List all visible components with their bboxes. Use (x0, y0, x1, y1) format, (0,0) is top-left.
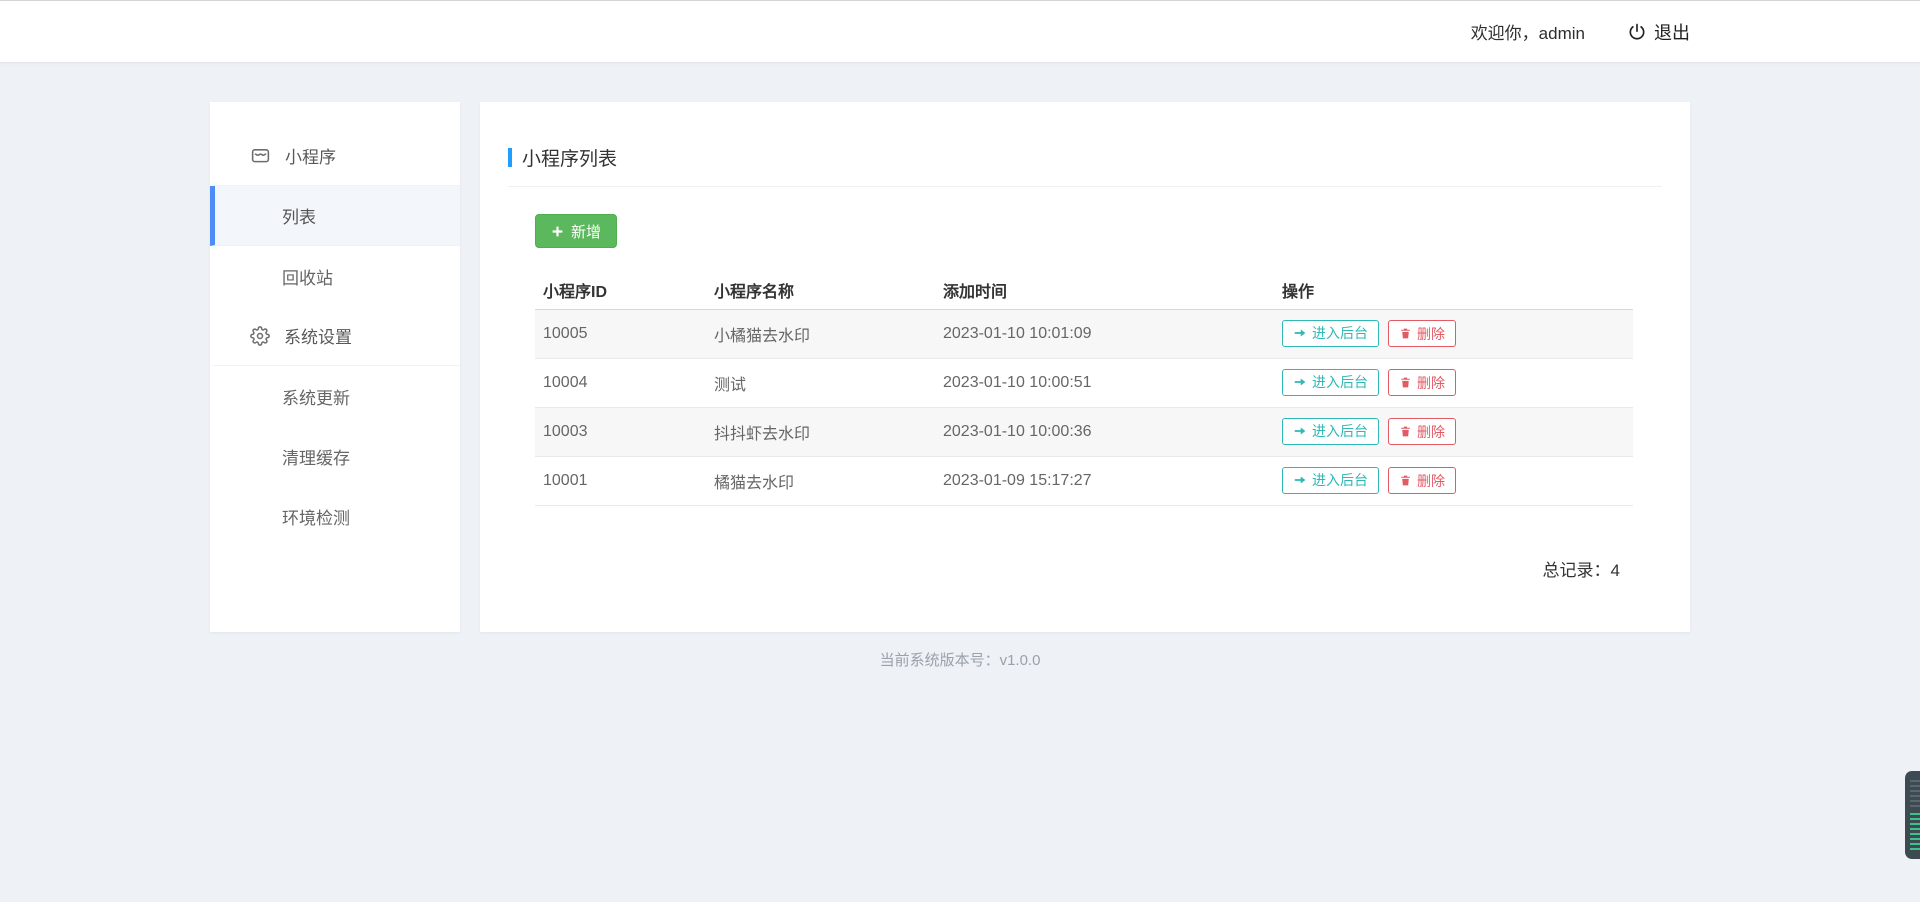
total-records: 总记录：4 (535, 556, 1633, 581)
miniprogram-name-cell: 抖抖虾去水印 (706, 407, 935, 457)
sidebar-item-env-check[interactable]: 环境检测 (210, 486, 460, 546)
edge-widget-green-stripes (1910, 813, 1920, 851)
added-time-cell: 2023-01-09 15:17:27 (935, 456, 1274, 506)
panel-divider (508, 186, 1662, 187)
version-text: 当前系统版本号：v1.0.0 (879, 652, 1041, 669)
added-time-cell: 2023-01-10 10:00:51 (935, 358, 1274, 408)
enter-admin-label: 进入后台 (1312, 325, 1368, 342)
add-button-label: 新增 (571, 223, 602, 241)
edge-widget-handle[interactable] (1905, 771, 1920, 859)
plus-icon (551, 225, 564, 238)
sidebar-item-system-settings[interactable]: 系统设置 (210, 306, 460, 366)
power-icon (1627, 22, 1647, 42)
actions-cell: 进入后台 删除 (1274, 407, 1633, 457)
miniprogram-name-cell: 橘猫去水印 (706, 456, 935, 506)
delete-label: 删除 (1417, 423, 1445, 440)
content-area: 小程序 列表 回收站 系统设置 系统更新 清理缓存 环境检测 小程序列表 新增 小程序ID (210, 102, 1690, 632)
sidebar-item-label: 小程序 (285, 148, 336, 167)
arrow-right-icon (1293, 375, 1307, 389)
title-accent-bar (508, 148, 512, 167)
miniprogram-list-panel: 小程序列表 新增 小程序ID 小程序名称 添加时间 操作 10005 小橘猫去水印 202… (480, 102, 1690, 632)
actions-cell: 进入后台 删除 (1274, 309, 1633, 359)
panel-body: 新增 小程序ID 小程序名称 添加时间 操作 10005 小橘猫去水印 2023-01-1… (480, 187, 1690, 581)
panel-header: 小程序列表 (480, 102, 1690, 186)
enter-admin-button[interactable]: 进入后台 (1282, 466, 1379, 494)
table-header-row: 小程序ID 小程序名称 添加时间 操作 (535, 271, 1633, 310)
table-row: 10003 抖抖虾去水印 2023-01-10 10:00:36 进入后台 删除 (535, 407, 1633, 457)
total-records-value: 4 (1610, 560, 1620, 580)
sidebar-item-label: 清理缓存 (282, 448, 350, 468)
trash-icon (1399, 425, 1412, 438)
column-header: 小程序ID (535, 271, 706, 310)
sidebar-item-miniprogram[interactable]: 小程序 (210, 126, 460, 186)
enter-admin-label: 进入后台 (1312, 423, 1368, 440)
sidebar-item-clear-cache[interactable]: 清理缓存 (210, 426, 460, 486)
welcome-text: 欢迎你，admin (1470, 24, 1585, 43)
version-footer: 当前系统版本号：v1.0.0 (0, 649, 1920, 670)
sidebar-item-recycle-bin[interactable]: 回收站 (210, 246, 460, 306)
sidebar-item-label: 回收站 (282, 268, 333, 288)
actions-cell: 进入后台 删除 (1274, 358, 1633, 408)
arrow-right-icon (1293, 424, 1307, 438)
delete-button[interactable]: 删除 (1388, 467, 1456, 495)
logout-button[interactable]: 退出 (1627, 19, 1690, 45)
enter-admin-label: 进入后台 (1312, 472, 1368, 489)
actions-cell: 进入后台 删除 (1274, 456, 1633, 506)
delete-button[interactable]: 删除 (1388, 320, 1456, 348)
delete-label: 删除 (1417, 472, 1445, 489)
arrow-right-icon (1293, 326, 1307, 340)
logout-label: 退出 (1654, 22, 1690, 43)
sidebar-item-label: 系统设置 (284, 328, 352, 347)
table-row: 10005 小橘猫去水印 2023-01-10 10:01:09 进入后台 删除 (535, 309, 1633, 359)
sidebar-item-label: 列表 (282, 208, 316, 227)
miniprogram-name-cell: 小橘猫去水印 (706, 309, 935, 359)
sidebar: 小程序列表回收站系统设置系统更新清理缓存环境检测 (210, 102, 460, 632)
added-time-cell: 2023-01-10 10:00:36 (935, 407, 1274, 457)
add-button[interactable]: 新增 (535, 214, 618, 248)
enter-admin-button[interactable]: 进入后台 (1282, 319, 1379, 347)
page-title: 小程序列表 (522, 149, 618, 170)
miniprogram-id-cell: 10005 (535, 309, 706, 359)
column-header: 添加时间 (935, 271, 1274, 310)
total-records-label: 总记录： (1542, 560, 1611, 580)
sidebar-item-list[interactable]: 列表 (210, 186, 460, 246)
arrow-right-icon (1293, 473, 1307, 487)
table-row: 10004 测试 2023-01-10 10:00:51 进入后台 删除 (535, 358, 1633, 408)
miniprogram-icon (250, 145, 271, 166)
column-header: 小程序名称 (706, 271, 935, 310)
edge-widget-dark-stripes (1910, 780, 1920, 810)
enter-admin-label: 进入后台 (1312, 374, 1368, 391)
miniprogram-id-cell: 10001 (535, 456, 706, 506)
gear-icon (250, 325, 270, 346)
delete-button[interactable]: 删除 (1388, 369, 1456, 397)
delete-label: 删除 (1417, 374, 1445, 391)
miniprogram-id-cell: 10003 (535, 407, 706, 457)
column-header: 操作 (1274, 271, 1633, 310)
miniprogram-table: 小程序ID 小程序名称 添加时间 操作 10005 小橘猫去水印 2023-01-10 1… (535, 271, 1633, 506)
top-header: 欢迎你，admin 退出 (0, 1, 1920, 63)
miniprogram-name-cell: 测试 (706, 358, 935, 408)
enter-admin-button[interactable]: 进入后台 (1282, 368, 1379, 396)
sidebar-item-label: 系统更新 (282, 388, 350, 408)
miniprogram-id-cell: 10004 (535, 358, 706, 408)
sidebar-item-label: 环境检测 (282, 508, 350, 528)
enter-admin-button[interactable]: 进入后台 (1282, 417, 1379, 445)
table-row: 10001 橘猫去水印 2023-01-09 15:17:27 进入后台 删除 (535, 456, 1633, 506)
trash-icon (1399, 376, 1412, 389)
added-time-cell: 2023-01-10 10:01:09 (935, 309, 1274, 359)
trash-icon (1399, 327, 1412, 340)
delete-label: 删除 (1417, 325, 1445, 342)
trash-icon (1399, 474, 1412, 487)
sidebar-item-system-update[interactable]: 系统更新 (210, 366, 460, 426)
delete-button[interactable]: 删除 (1388, 418, 1456, 446)
